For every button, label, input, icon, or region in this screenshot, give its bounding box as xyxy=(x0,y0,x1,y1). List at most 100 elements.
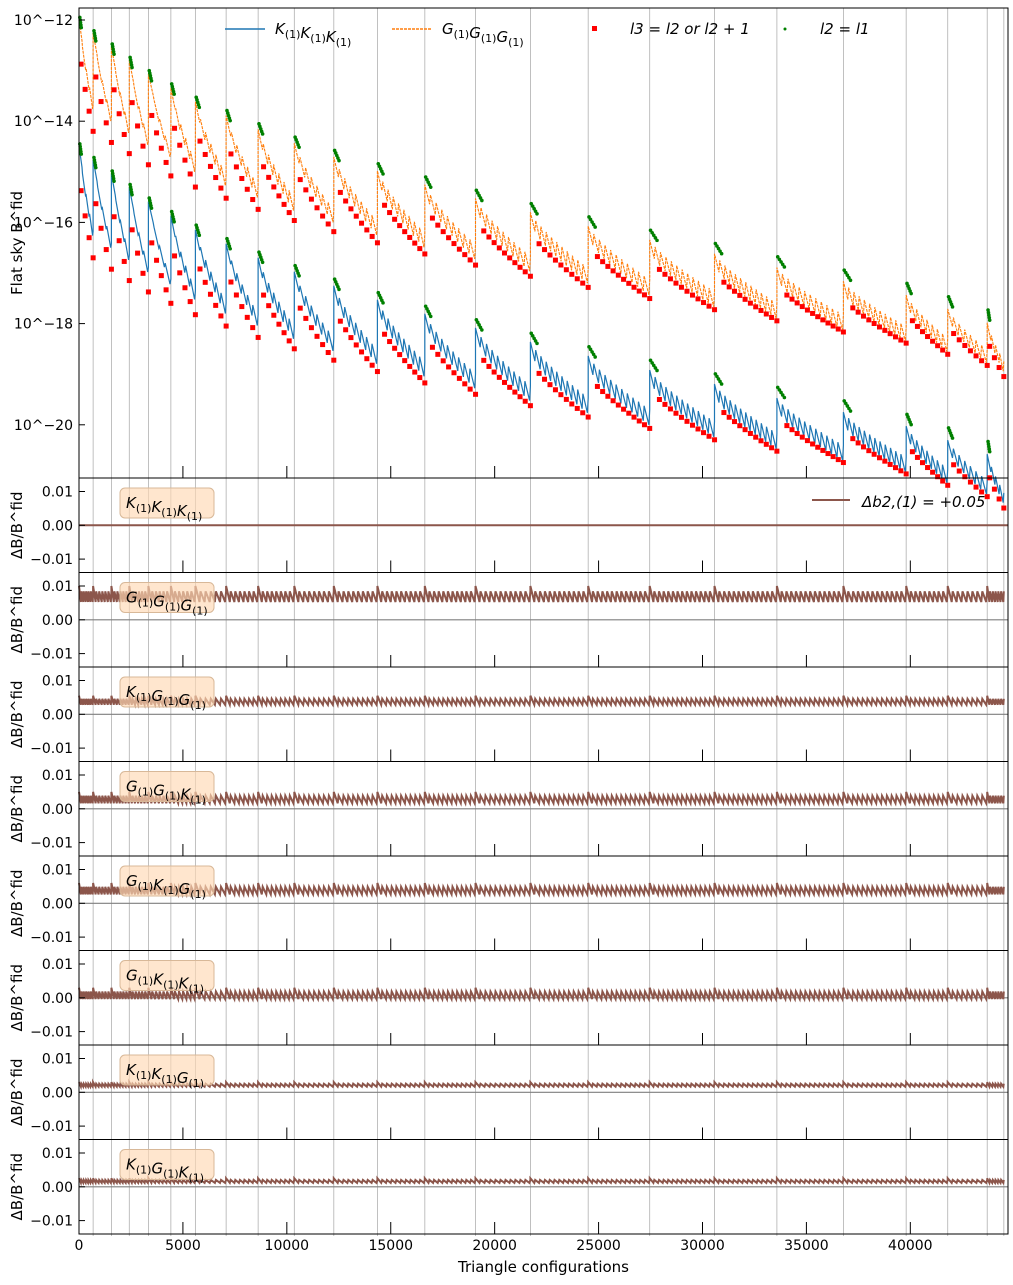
marker-l3-square xyxy=(789,427,795,433)
y-tick-label: 0.01 xyxy=(42,768,73,784)
series-badge-label: G(1)K(1)K(1) xyxy=(126,967,204,996)
marker-l3-square xyxy=(810,310,816,316)
marker-l3-square xyxy=(706,303,712,309)
marker-l3-square xyxy=(412,369,418,375)
marker-l3-square xyxy=(440,229,446,235)
marker-l3-square xyxy=(574,276,580,282)
marker-l3-square xyxy=(98,225,104,231)
marker-l3-square xyxy=(202,151,208,157)
marker-l3-square xyxy=(397,223,403,229)
marker-l3-square xyxy=(353,342,359,348)
marker-l2-dot xyxy=(149,206,154,210)
marker-l3-square xyxy=(228,279,234,285)
marker-l3-square xyxy=(799,304,805,310)
marker-l3-square xyxy=(673,280,679,286)
marker-l3-square xyxy=(662,401,668,407)
marker-l3-square xyxy=(207,163,213,169)
marker-l3-square xyxy=(456,246,462,252)
marker-l3-square xyxy=(636,288,642,294)
marker-l3-square xyxy=(558,392,564,398)
marker-l2-dot xyxy=(428,185,433,189)
marker-l3-square xyxy=(527,273,533,279)
marker-l3-square xyxy=(979,358,985,364)
marker-l2-dot xyxy=(197,233,202,238)
marker-l3-square xyxy=(223,323,229,329)
marker-l3-square xyxy=(667,276,673,282)
marker-l3-square xyxy=(417,246,423,252)
marker-l2-dot xyxy=(228,118,232,123)
marker-l2-dot xyxy=(950,305,955,309)
series-badge xyxy=(119,582,215,613)
marker-l3-square xyxy=(641,422,647,428)
marker-l2-dot xyxy=(655,368,659,373)
marker-l3-square xyxy=(462,252,468,258)
marker-l3-square xyxy=(422,380,428,386)
marker-l3-square xyxy=(382,331,388,337)
residual-curve xyxy=(78,987,1005,1003)
marker-l3-square xyxy=(276,193,282,199)
marker-l3-square xyxy=(594,254,600,260)
marker-l3-square xyxy=(605,263,611,269)
marker-l3-square xyxy=(945,482,951,488)
marker-l3-square xyxy=(804,307,810,313)
marker-l3-square xyxy=(369,233,375,239)
marker-l3-square xyxy=(594,383,600,389)
marker-l3-square xyxy=(325,350,331,356)
marker-l3-square xyxy=(794,300,800,306)
marker-l3-square xyxy=(337,189,343,195)
marker-l3-square xyxy=(154,130,160,136)
marker-l3-square xyxy=(320,342,326,348)
marker-l3-square xyxy=(276,321,282,327)
marker-l3-square xyxy=(673,410,679,416)
marker-l2-dot xyxy=(909,291,913,296)
marker-l3-square xyxy=(402,358,408,364)
marker-l3-square xyxy=(919,460,925,466)
marker-l3-square xyxy=(574,405,580,411)
marker-l3-square xyxy=(337,318,343,324)
marker-l3-square xyxy=(580,410,586,416)
marker-l2-dot xyxy=(130,192,134,197)
marker-l3-square xyxy=(172,253,178,259)
marker-l3-square xyxy=(491,369,497,375)
series-badge xyxy=(119,487,215,519)
marker-l3-square xyxy=(769,445,775,451)
marker-l2-dot xyxy=(535,211,539,216)
marker-l3-square xyxy=(86,235,92,241)
marker-l3-square xyxy=(496,245,502,251)
marker-l3-square xyxy=(291,218,297,224)
marker-l3-square xyxy=(364,227,370,233)
marker-l3-square xyxy=(250,325,256,331)
series-badge-label: G(1)G(1)G(1) xyxy=(126,589,208,618)
marker-l3-square xyxy=(850,436,856,442)
marker-l3-square xyxy=(397,352,403,358)
marker-l3-square xyxy=(810,441,816,447)
marker-l3-square xyxy=(605,393,611,399)
marker-l3-square xyxy=(882,458,888,464)
marker-l3-square xyxy=(984,494,990,500)
marker-l3-square xyxy=(202,279,208,285)
marker-l3-square xyxy=(850,305,856,311)
marker-l3-square xyxy=(320,213,326,219)
marker-l3-square xyxy=(621,406,627,412)
marker-l2-dot xyxy=(149,78,154,83)
marker-l3-square xyxy=(343,327,349,333)
series-badge xyxy=(119,1054,215,1086)
marker-l2-dot xyxy=(337,158,341,163)
series-kkk-line xyxy=(78,145,1005,503)
marker-l3-square xyxy=(417,375,423,381)
marker-l3-square xyxy=(996,496,1002,502)
marker-l3-square xyxy=(255,334,261,340)
marker-l3-square xyxy=(763,441,769,447)
marker-l2-dot xyxy=(535,341,539,346)
marker-l3-square xyxy=(758,307,764,313)
marker-l3-square xyxy=(527,403,533,409)
marker-l3-square xyxy=(154,257,160,263)
marker-l3-square xyxy=(774,448,780,454)
legend-dot xyxy=(783,27,787,31)
marker-l2-dot xyxy=(112,52,116,56)
marker-l3-square xyxy=(145,162,151,168)
marker-l3-square xyxy=(261,292,267,298)
y-tick-label: 0.00 xyxy=(42,518,73,534)
marker-l3-square xyxy=(507,384,513,390)
